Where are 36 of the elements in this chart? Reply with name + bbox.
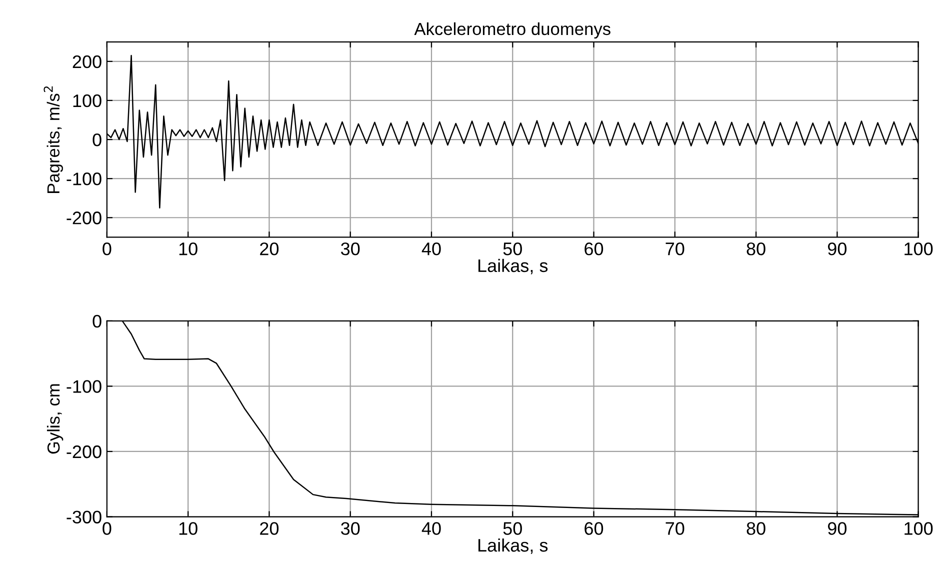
x-tick-label: 10 — [179, 242, 198, 256]
y-tick-label: 0 — [92, 133, 102, 146]
x-axis-title: Laikas, s — [478, 538, 548, 554]
y-axis-title: Gylis, cm — [46, 384, 64, 454]
x-tick-label: 70 — [666, 522, 684, 535]
x-tick-label: 80 — [746, 242, 766, 256]
x-tick-label: 20 — [260, 522, 279, 535]
y-axis-title: Pagreits, m/s$^{2}$ — [44, 86, 63, 193]
y-tick-label: -100 — [66, 172, 102, 186]
x-tick-label: 70 — [666, 242, 684, 256]
x-tick-label: 50 — [503, 522, 522, 535]
y-tick-label: -300 — [66, 510, 102, 524]
x-tick-label: 40 — [422, 242, 441, 256]
y-tick-label: -100 — [66, 380, 102, 393]
x-tick-label: 80 — [746, 522, 766, 535]
x-tick-label: 50 — [503, 242, 522, 256]
x-tick-label: 10 — [179, 522, 198, 535]
y-tick-label: 200 — [72, 55, 102, 68]
x-tick-label: 20 — [260, 242, 279, 256]
x-tick-label: 90 — [828, 522, 846, 535]
y-tick-label: -200 — [66, 445, 102, 458]
x-tick-label: 90 — [828, 242, 846, 256]
x-tick-label: 0 — [102, 242, 112, 256]
x-axis-title: Laikas, s — [478, 258, 548, 274]
x-tick-label: 30 — [340, 242, 360, 256]
x-tick-label: 40 — [422, 522, 441, 535]
y-tick-label: 0 — [92, 314, 102, 328]
x-tick-label: 60 — [584, 242, 604, 256]
x-tick-label: 0 — [102, 522, 112, 535]
chart-title: Akcelerometro duomenys — [414, 22, 610, 39]
y-tick-label: 100 — [73, 94, 102, 108]
x-tick-label: 100 — [904, 242, 933, 256]
x-tick-label: 100 — [904, 522, 933, 535]
x-tick-label: 60 — [584, 522, 604, 535]
y-tick-label: -200 — [66, 212, 102, 224]
x-tick-label: 30 — [340, 522, 360, 535]
